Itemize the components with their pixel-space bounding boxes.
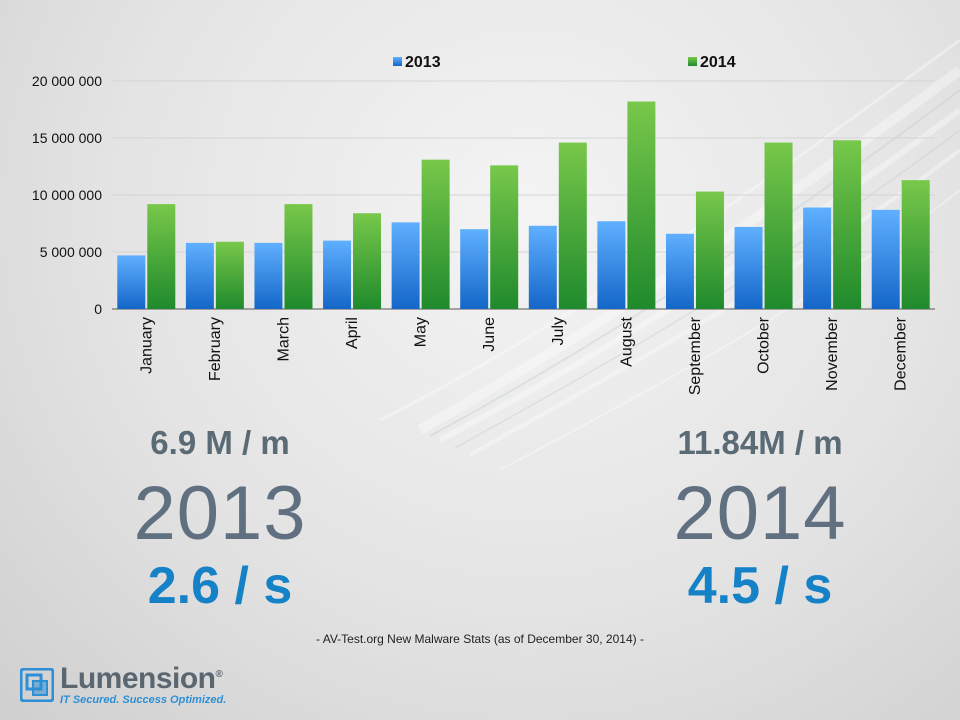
bar-2013-december (871, 209, 900, 309)
y-tick-label: 20 000 000 (32, 73, 102, 89)
bar-2014-may (421, 159, 450, 309)
bar-2014-november (833, 140, 862, 309)
rate-per-second-2013: 2.6 / s (147, 557, 293, 615)
bar-2014-march (284, 204, 313, 309)
bar-2014-september (695, 191, 724, 309)
y-tick-label: 10 000 000 (32, 187, 102, 203)
legend-label-2013: 2013 (405, 54, 441, 71)
bar-2013-march (254, 242, 283, 309)
y-tick-label: 5 000 000 (40, 244, 102, 260)
monthly-avg-2013: 6.9 M / m (150, 424, 290, 461)
bar-2014-february (215, 241, 244, 309)
bar-2013-november (803, 207, 832, 309)
x-axis: January February March April May June July Augu… (138, 316, 909, 395)
bar-2013-may (391, 222, 420, 309)
bar-2014-april (353, 213, 382, 309)
legend-swatch-2014 (688, 57, 697, 66)
x-tick-label: August (618, 316, 635, 366)
year-2013: 2013 (133, 471, 307, 556)
x-tick-label: May (413, 317, 430, 347)
bar-2014-august (627, 101, 656, 310)
y-axis: 0 5 000 000 10 000 000 15 000 000 20 000 000 (32, 73, 935, 317)
x-tick-label: June (481, 317, 498, 352)
malware-bar-chart: 0 5 000 000 10 000 000 15 000 000 20 000 000… (32, 54, 935, 395)
x-tick-label: April (344, 317, 361, 349)
bar-2014-december (901, 180, 930, 309)
x-tick-label: January (138, 317, 155, 374)
x-tick-label: July (550, 317, 567, 345)
gridlines (112, 80, 935, 253)
logo-wordmark: Lumension® (60, 662, 223, 695)
bar-2013-february (185, 242, 214, 309)
x-tick-label: September (687, 316, 704, 395)
bar-2013-september (665, 233, 694, 309)
bar-2013-january (117, 255, 146, 309)
bar-2014-january (147, 204, 176, 309)
bar-2014-june (490, 165, 519, 309)
legend-swatch-2013 (393, 57, 402, 66)
x-tick-label: December (893, 316, 910, 390)
legend-label-2014: 2014 (700, 54, 736, 71)
legend: 2013 2014 (393, 54, 736, 71)
x-tick-label: November (824, 316, 841, 390)
logo-tagline: IT Secured. Success Optimized. (60, 694, 227, 706)
bar-2013-august (597, 221, 626, 309)
monthly-avg-2014: 11.84M / m (677, 424, 843, 461)
bar-2014-july (558, 142, 587, 309)
x-tick-label: October (756, 316, 773, 374)
bar-2013-april (323, 240, 352, 309)
source-note: - AV-Test.org New Malware Stats (as of D… (316, 632, 644, 646)
bars (117, 101, 930, 310)
bar-2013-june (460, 229, 489, 309)
year-2014: 2014 (673, 471, 847, 556)
bar-2014-october (764, 142, 793, 309)
bar-2013-july (528, 225, 557, 309)
y-tick-label: 15 000 000 (32, 130, 102, 146)
x-tick-label: March (275, 317, 292, 361)
bar-2013-october (734, 226, 763, 309)
x-tick-label: February (207, 317, 224, 381)
y-tick-label: 0 (94, 301, 102, 317)
rate-per-second-2014: 4.5 / s (687, 557, 833, 615)
lumension-logo-icon (20, 668, 54, 702)
